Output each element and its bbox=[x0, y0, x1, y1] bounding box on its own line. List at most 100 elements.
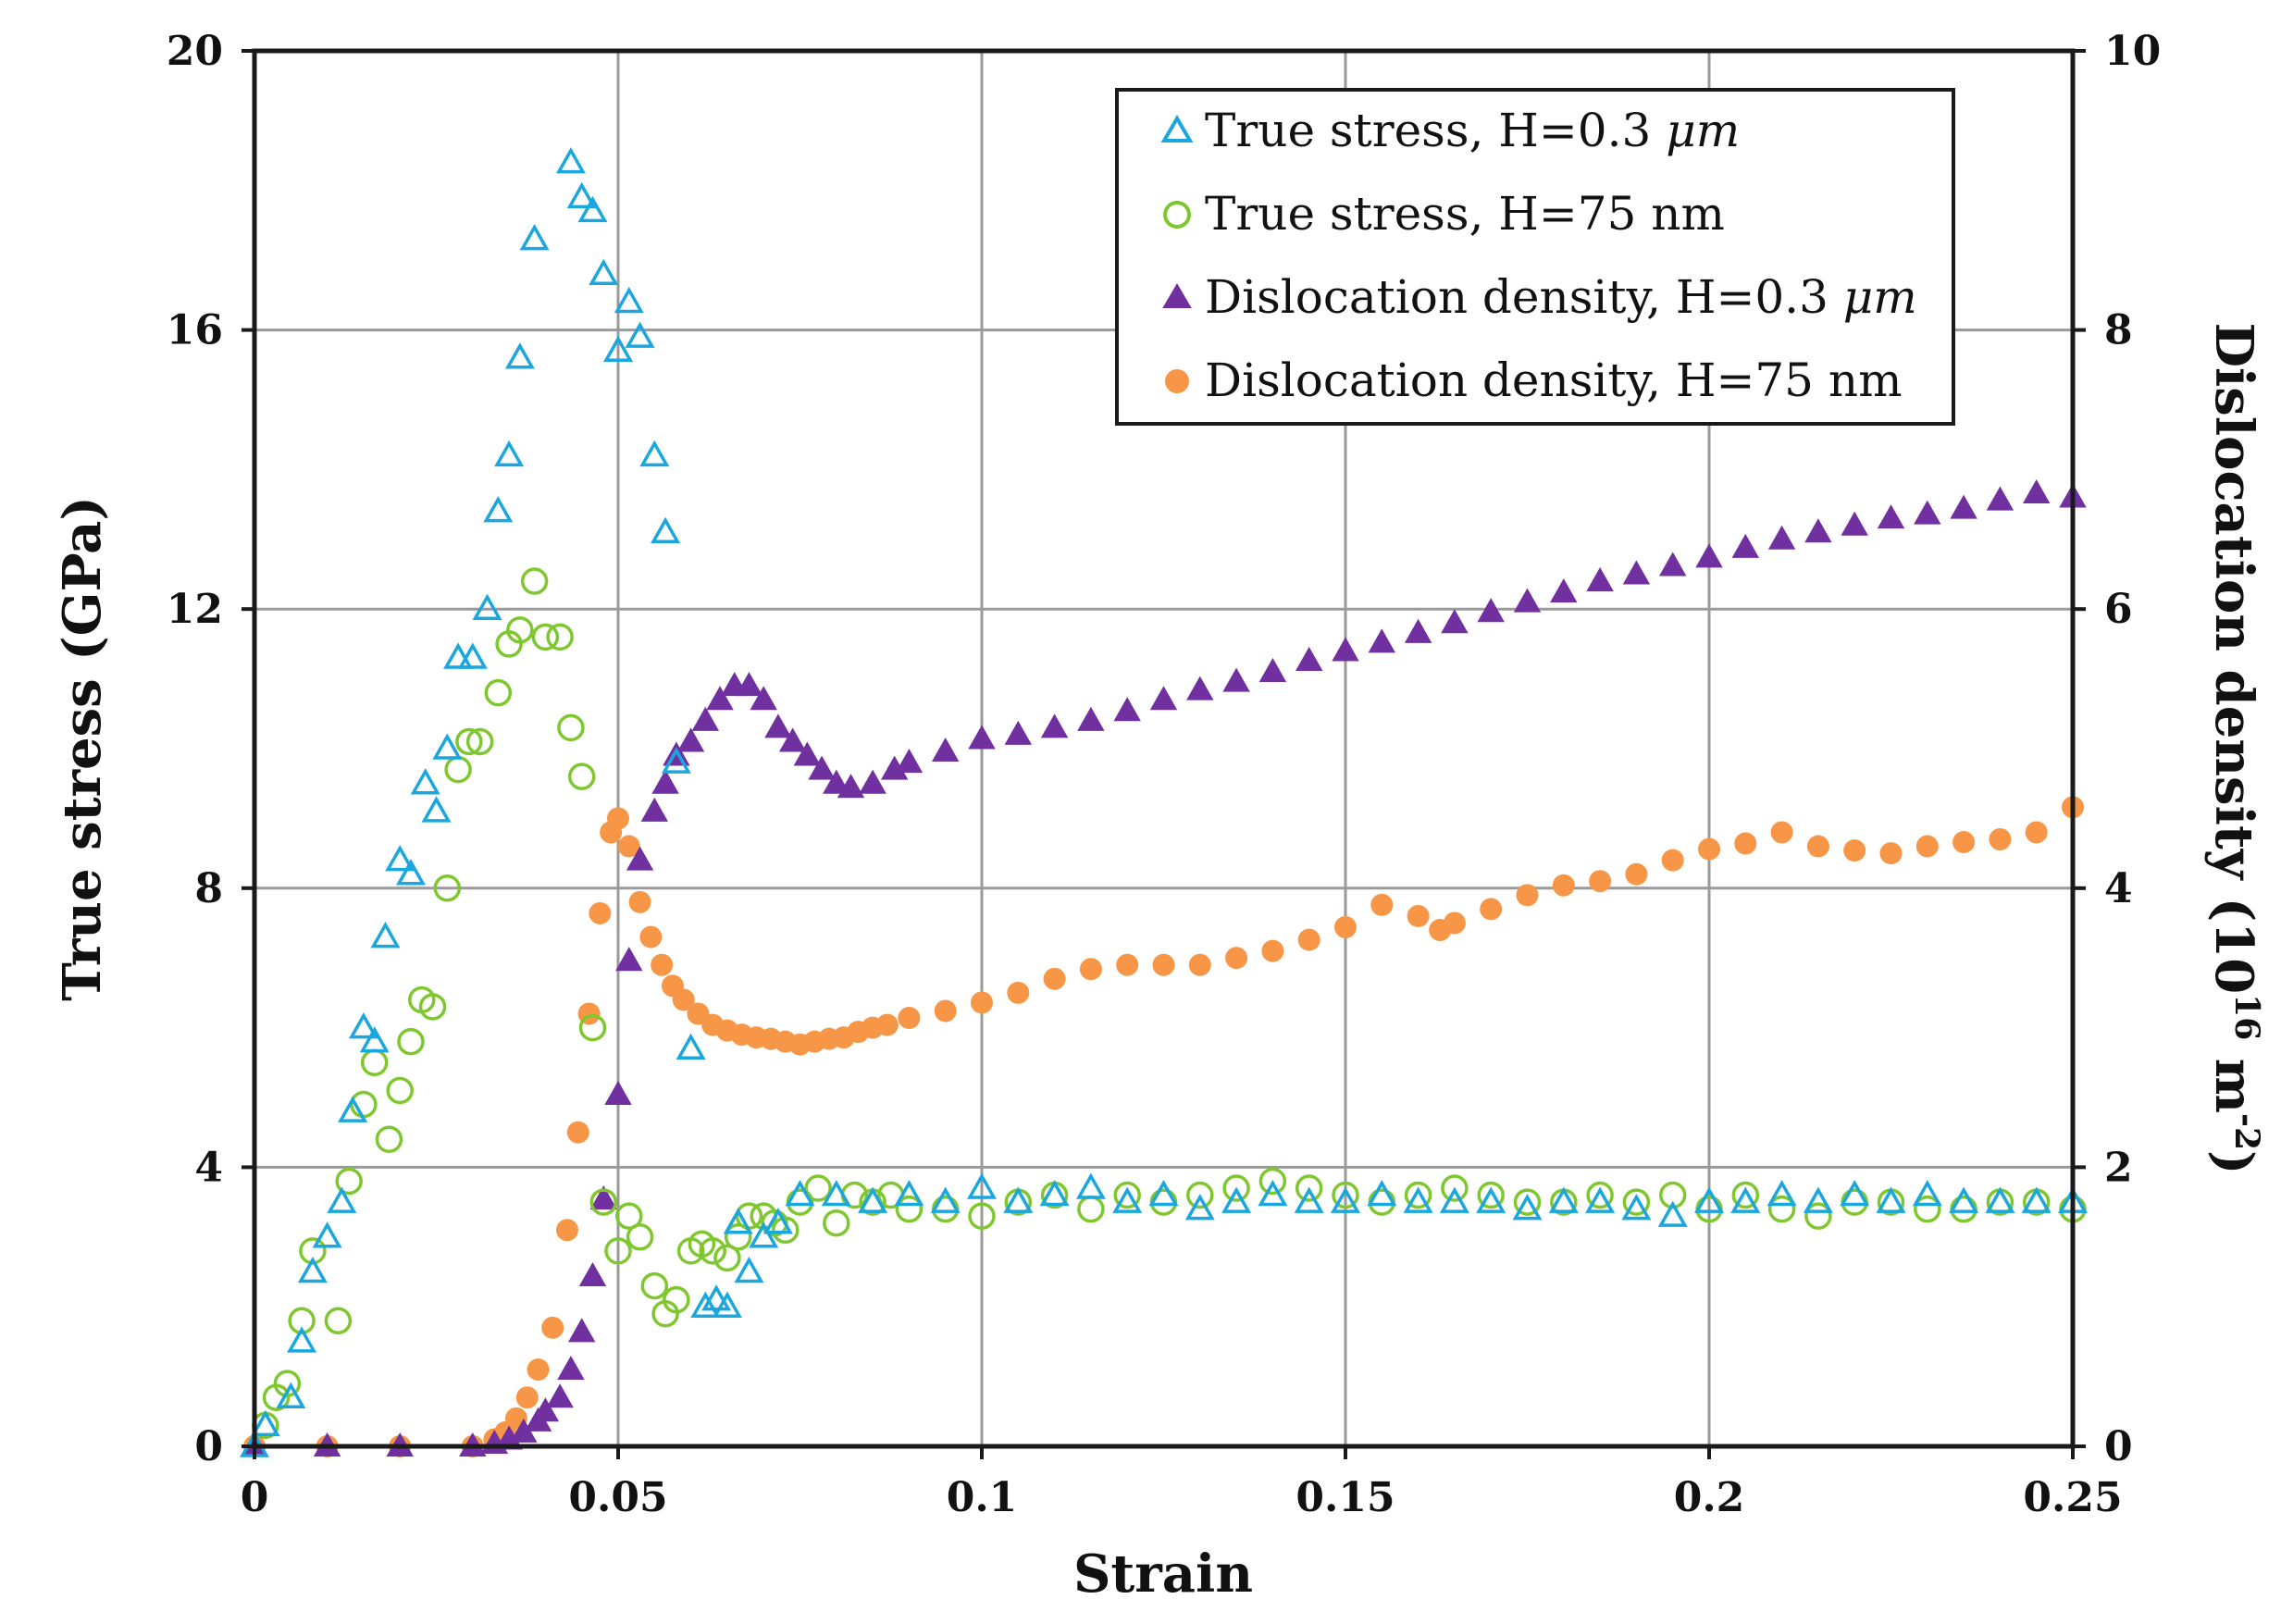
data-point bbox=[1077, 1195, 1105, 1223]
data-point bbox=[663, 1285, 690, 1314]
y-right-tick-label: 8 bbox=[2104, 307, 2133, 354]
data-point bbox=[1404, 618, 1432, 643]
data-point bbox=[858, 1186, 888, 1213]
data-point bbox=[1840, 1180, 1870, 1207]
data-point bbox=[421, 796, 452, 823]
data-point bbox=[515, 1386, 539, 1409]
data-point bbox=[578, 1261, 607, 1287]
data-point bbox=[1804, 518, 1832, 543]
data-point bbox=[750, 686, 777, 711]
data-point bbox=[821, 1180, 851, 1207]
x-tick-label: 0.05 bbox=[568, 1474, 667, 1521]
data-point bbox=[1622, 1188, 1651, 1216]
data-point bbox=[639, 925, 663, 948]
data-point bbox=[804, 1174, 832, 1202]
data-point bbox=[1550, 578, 1578, 603]
data-point bbox=[1294, 1186, 1324, 1213]
data-point bbox=[1152, 953, 1175, 976]
y-left-tick-label: 0 bbox=[194, 1423, 223, 1470]
data-point bbox=[1148, 1180, 1179, 1207]
data-point bbox=[640, 1271, 669, 1300]
data-point bbox=[484, 678, 513, 707]
data-point bbox=[1443, 911, 1466, 935]
data-point bbox=[1513, 588, 1542, 613]
data-point bbox=[764, 713, 792, 738]
x-tick-label: 0.1 bbox=[947, 1474, 1018, 1521]
data-point bbox=[531, 1397, 560, 1422]
data-point bbox=[443, 642, 474, 669]
data-point bbox=[589, 1188, 618, 1216]
y-right-tick-label: 4 bbox=[2104, 865, 2133, 912]
data-point bbox=[734, 1256, 764, 1283]
data-point bbox=[546, 1383, 574, 1408]
data-point bbox=[1695, 543, 1723, 568]
y-left-tick-label: 12 bbox=[167, 586, 223, 633]
data-point bbox=[615, 947, 643, 972]
data-point bbox=[1332, 637, 1359, 662]
data-point bbox=[494, 440, 525, 467]
data-point bbox=[1043, 967, 1066, 990]
data-point bbox=[701, 1284, 732, 1311]
data-point bbox=[1658, 552, 1687, 576]
data-point bbox=[1985, 1186, 2015, 1213]
data-point bbox=[1113, 1181, 1141, 1209]
data-point bbox=[1806, 835, 1829, 858]
data-point bbox=[2025, 821, 2048, 844]
data-point bbox=[465, 727, 494, 756]
data-point bbox=[628, 890, 651, 913]
y-left-tick-label: 16 bbox=[167, 307, 223, 354]
data-point bbox=[1439, 1186, 1469, 1213]
data-point bbox=[1368, 628, 1396, 653]
data-point bbox=[1625, 862, 1648, 886]
legend-marker-circle-filled bbox=[1165, 369, 1189, 393]
data-point bbox=[837, 774, 865, 799]
legend-unit-stress-03um: μm bbox=[1666, 104, 1740, 157]
data-point bbox=[338, 1096, 368, 1122]
legend-label-stress-03um-text: True stress, H=0.3 bbox=[1205, 104, 1666, 157]
data-point bbox=[778, 727, 807, 752]
data-point bbox=[276, 1382, 306, 1408]
data-point bbox=[617, 835, 640, 858]
data-point bbox=[287, 1326, 317, 1353]
data-point bbox=[433, 874, 462, 902]
data-point bbox=[614, 286, 644, 314]
data-point bbox=[1222, 1174, 1250, 1202]
legend-marker-circle-open bbox=[1163, 201, 1191, 229]
data-point bbox=[370, 922, 401, 948]
data-point bbox=[676, 1033, 706, 1060]
data-point bbox=[589, 901, 612, 924]
data-point bbox=[894, 1180, 924, 1207]
data-point bbox=[640, 797, 669, 822]
data-point bbox=[785, 1180, 815, 1207]
data-point bbox=[1004, 720, 1033, 745]
data-point bbox=[1548, 1186, 1579, 1213]
data-point bbox=[312, 1221, 342, 1248]
data-point bbox=[1258, 1180, 1288, 1207]
data-point bbox=[1368, 1188, 1396, 1216]
data-point bbox=[1477, 598, 1505, 623]
data-point bbox=[772, 1216, 800, 1245]
y-right-title-sup2: -2 bbox=[2227, 1113, 2266, 1150]
data-point bbox=[1949, 1186, 1979, 1213]
data-point bbox=[971, 991, 993, 1014]
data-point bbox=[1914, 1195, 1941, 1223]
data-point bbox=[604, 1080, 632, 1105]
data-point bbox=[457, 642, 488, 669]
y-right-tick-label: 2 bbox=[2104, 1144, 2133, 1191]
data-point bbox=[1184, 1194, 1215, 1221]
data-point bbox=[1915, 835, 1939, 858]
y-right-axis-title: Dislocation density (1016 m-2) bbox=[2203, 322, 2266, 1174]
data-point bbox=[1225, 947, 1248, 970]
data-point bbox=[1441, 1174, 1469, 1202]
y-right-title-mid: m bbox=[2203, 1040, 2264, 1113]
data-point bbox=[1552, 874, 1575, 897]
data-point bbox=[455, 727, 483, 756]
legend-item-disloc-75nm: Dislocation density, H=75 nm bbox=[1165, 353, 1903, 407]
data-point bbox=[527, 1358, 550, 1382]
data-point bbox=[712, 1291, 742, 1318]
data-point bbox=[359, 1026, 390, 1053]
data-point bbox=[506, 616, 534, 644]
data-point bbox=[1698, 837, 1720, 861]
data-point bbox=[418, 993, 447, 1021]
data-point bbox=[555, 1219, 578, 1242]
